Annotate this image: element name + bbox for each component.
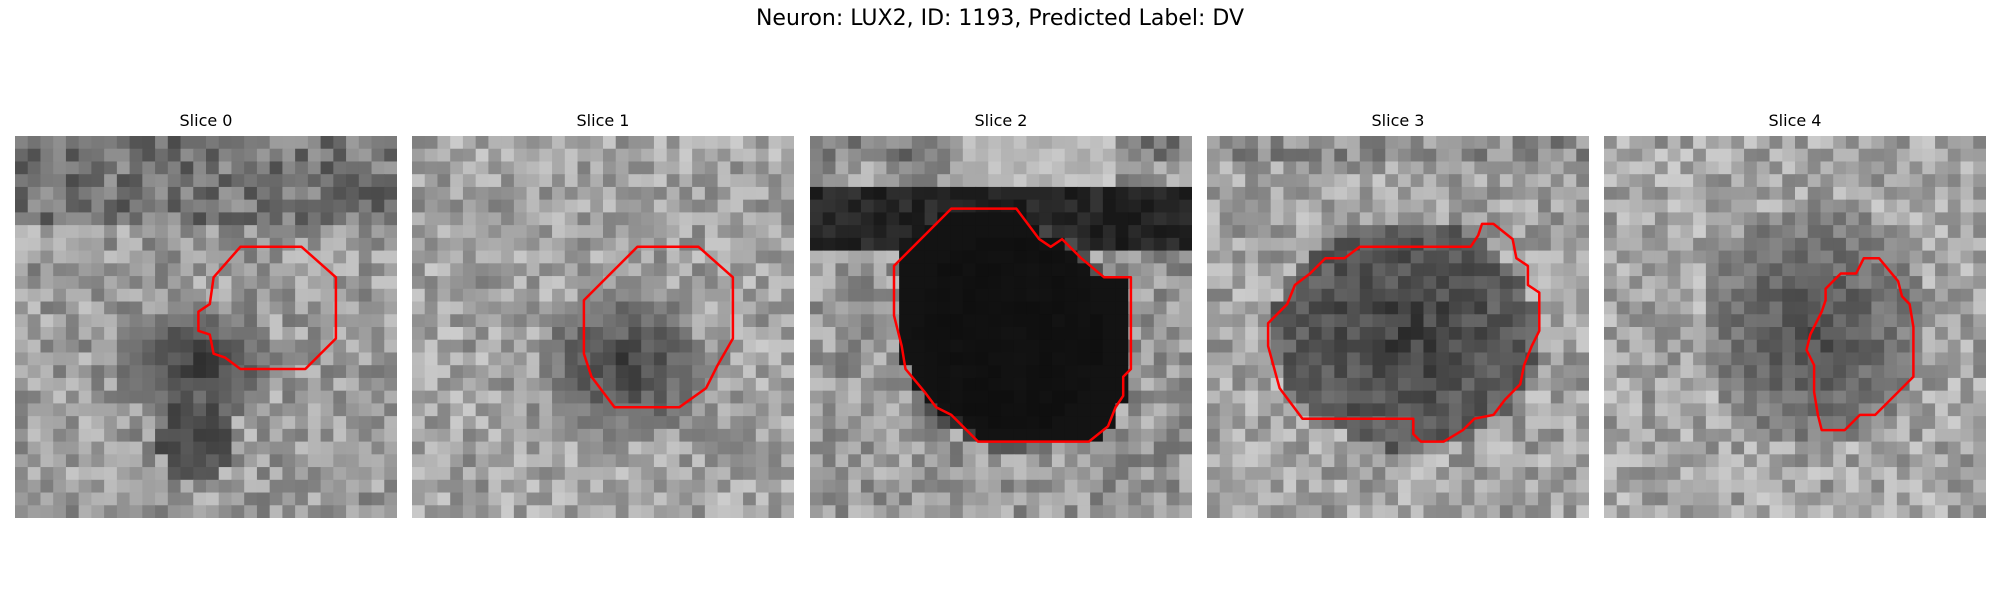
slice-panel-4: Slice 4 — [1604, 110, 1986, 518]
slice-panel-1: Slice 1 — [412, 110, 794, 518]
slice-title: Slice 0 — [179, 111, 233, 130]
neuron-contour — [892, 207, 1133, 443]
neuron-contour — [197, 245, 338, 371]
slice-image — [412, 136, 794, 518]
neuron-contour — [582, 245, 735, 409]
slice-panel-2: Slice 2 — [810, 110, 1192, 518]
slice-image — [15, 136, 397, 518]
figure-title: Neuron: LUX2, ID: 1193, Predicted Label:… — [755, 6, 1245, 31]
slice-title: Slice 1 — [576, 111, 630, 130]
slice-image — [810, 136, 1192, 518]
slice-title: Slice 4 — [1768, 111, 1822, 130]
slice-title: Slice 3 — [1371, 111, 1425, 130]
neuron-contour — [1805, 256, 1915, 432]
slice-image — [1207, 136, 1589, 518]
neuron-contour — [1266, 222, 1541, 443]
slice-title: Slice 2 — [974, 111, 1028, 130]
slice-panel-3: Slice 3 — [1207, 110, 1589, 518]
slice-image — [1604, 136, 1986, 518]
slice-panel-0: Slice 0 — [15, 110, 397, 518]
